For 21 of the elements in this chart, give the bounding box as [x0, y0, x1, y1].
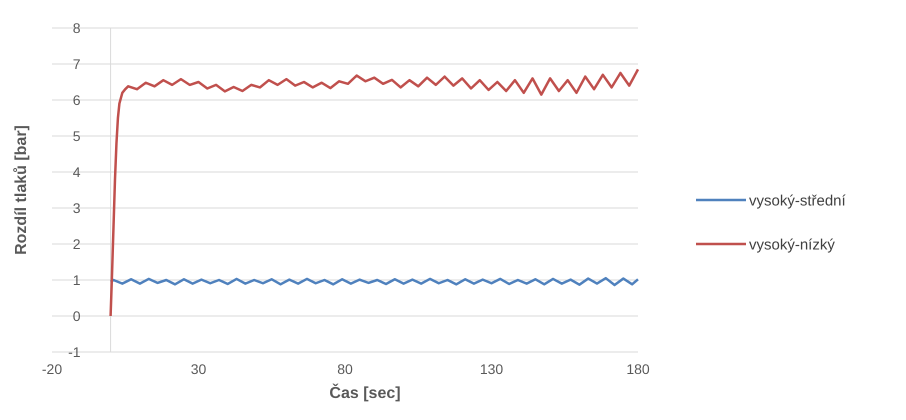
y-tick-label: 6 — [72, 92, 81, 108]
y-tick-label: 2 — [72, 236, 81, 252]
x-axis-title: Čas [sec] — [329, 383, 401, 402]
y-tick-label: -1 — [68, 344, 81, 360]
legend-label: vysoký-střední — [749, 192, 847, 210]
y-tick-label: 7 — [72, 56, 81, 72]
x-tick-label: -20 — [42, 361, 62, 377]
x-tick-label: 80 — [337, 361, 353, 377]
line-series — [109, 276, 640, 286]
y-tick-label: 0 — [72, 308, 81, 324]
y-tick-label: 4 — [72, 164, 81, 180]
y-axis-title: Rozdíl tlaků [bar] — [13, 125, 30, 255]
line-series — [109, 68, 640, 318]
y-tick-label: 1 — [72, 272, 81, 288]
y-tick-label: 3 — [72, 200, 81, 216]
y-tick-label: 8 — [72, 20, 81, 36]
y-tick-label: 5 — [72, 128, 81, 144]
x-tick-label: 180 — [626, 361, 650, 377]
x-tick-label: 30 — [190, 361, 206, 377]
x-tick-label: 130 — [480, 361, 504, 377]
legend-label: vysoký-nízký — [749, 236, 836, 254]
